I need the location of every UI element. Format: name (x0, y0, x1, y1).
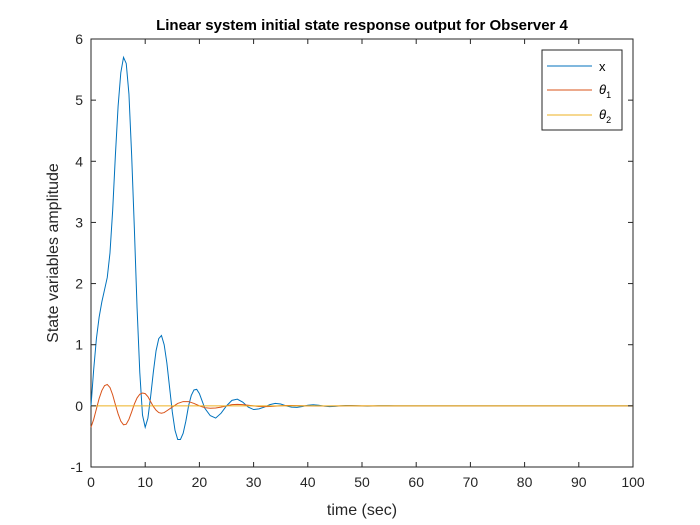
y-axis-label: State variables amplitude (45, 163, 62, 343)
x-tick-label: 0 (87, 474, 95, 490)
x-tick-label: 50 (354, 474, 370, 490)
x-tick-label: 20 (192, 474, 208, 490)
x-tick-label: 90 (571, 474, 587, 490)
x-tick-label: 30 (246, 474, 262, 490)
y-tick-label: 2 (75, 276, 83, 292)
x-tick-label: 40 (300, 474, 316, 490)
chart-title: Linear system initial state response out… (156, 17, 568, 34)
legend-entry-theta1: θ1 (599, 82, 611, 100)
y-tick-label: 3 (75, 214, 83, 230)
legend: x θ1 θ2 (541, 49, 623, 131)
legend-entry-theta2: θ2 (599, 107, 611, 125)
x-tick-label: 60 (408, 474, 424, 490)
x-tick-label: 70 (463, 474, 479, 490)
y-tick-label: 0 (75, 398, 83, 414)
legend-entry-x: x (599, 59, 606, 74)
y-tick-label: -1 (71, 459, 84, 475)
x-axis-label: time (sec) (327, 502, 397, 519)
y-tick-label: 5 (75, 92, 83, 108)
x-tick-label: 100 (621, 474, 645, 490)
x-tick-label: 10 (137, 474, 153, 490)
y-tick-label: 6 (75, 31, 83, 47)
y-tick-label: 4 (75, 153, 83, 169)
series-layer (90, 55, 633, 440)
x-tick-label: 80 (517, 474, 533, 490)
y-tick-label: 1 (75, 337, 83, 353)
